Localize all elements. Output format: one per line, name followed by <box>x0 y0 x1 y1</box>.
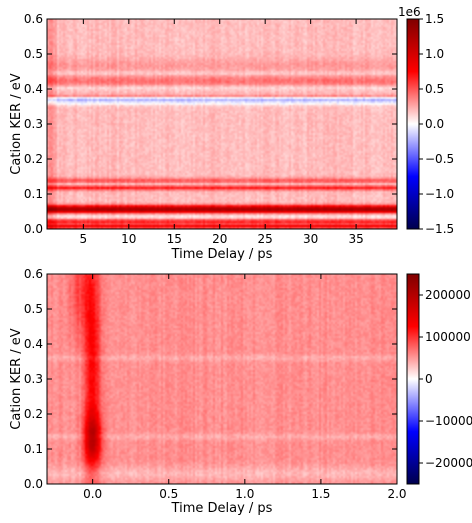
y-tick-label: 0.3 <box>24 372 43 386</box>
colorbar-tick-label: 0.5 <box>425 82 444 96</box>
y-axis-label-ps: Cation KER / eV <box>9 73 24 174</box>
y-tick-label: 0.5 <box>24 302 43 316</box>
colorbar-ps <box>406 18 420 230</box>
x-tick-label: 30 <box>303 232 318 246</box>
colorbar-tick-label: 1.5 <box>425 12 444 26</box>
x-tick-label: 15 <box>167 232 182 246</box>
x-axis-label-ps: Time Delay / ps <box>171 247 273 262</box>
heatmap-image-zoom <box>47 274 397 484</box>
y-tick-label: 0.2 <box>24 152 43 166</box>
y-tick-label: 0.4 <box>24 82 43 96</box>
heatmap-panel-zoom: 0.0 0.5 1.0 1.5 2.0 0.0 0.1 0.2 0.3 0.4 0.5 0.6 Ti… <box>9 267 472 516</box>
colorbar-zoom <box>406 273 420 485</box>
x-tick-label: 10 <box>121 232 136 246</box>
x-tick-label: 1.0 <box>235 487 254 501</box>
x-tick-label: 20 <box>212 232 227 246</box>
y-tick-label: 0.4 <box>24 337 43 351</box>
x-tick-label: 5 <box>80 232 88 246</box>
colorbar-tick-label: −100000 <box>425 414 472 428</box>
colorbar-tick-label: −1.0 <box>425 187 454 201</box>
x-axis-label-zoom: Time Delay / ps <box>171 501 273 516</box>
colorbar-offset-label-ps: 1e6 <box>398 5 421 19</box>
x-tick-label: 0.5 <box>159 487 178 501</box>
colorbar-tick-label: −0.5 <box>425 152 454 166</box>
colorbar-tick-label: 200000 <box>425 288 471 302</box>
colorbar-tick-label: 0 <box>425 372 433 386</box>
y-tick-label: 0.1 <box>24 187 43 201</box>
y-tick-label: 0.2 <box>24 407 43 421</box>
heatmap-panel-ps: 5 10 15 20 25 30 35 0.0 0.1 0.2 0.3 0.4 0.5 0.6 Time… <box>9 5 454 262</box>
x-tick-label: 2.0 <box>387 487 406 501</box>
colorbar-tick-label: 1.0 <box>425 47 444 61</box>
colorbar-tick-label: −200000 <box>425 456 472 470</box>
colorbar-tick-label: −1.5 <box>425 222 454 236</box>
x-tick-label: 35 <box>348 232 363 246</box>
y-tick-label: 0.6 <box>24 12 43 26</box>
y-axis-label-zoom: Cation KER / eV <box>9 328 24 429</box>
heatmap-image-ps <box>47 19 397 229</box>
y-tick-label: 0.6 <box>24 267 43 281</box>
colorbar-tick-label: 0.0 <box>425 117 444 131</box>
x-tick-label: 0.0 <box>83 487 102 501</box>
colorbar-tick-label: 100000 <box>425 330 471 344</box>
y-tick-label: 0.3 <box>24 117 43 131</box>
x-tick-label: 1.5 <box>311 487 330 501</box>
y-tick-label: 0.5 <box>24 47 43 61</box>
y-tick-label: 0.1 <box>24 442 43 456</box>
y-tick-label: 0.0 <box>24 222 43 236</box>
x-tick-label: 25 <box>258 232 273 246</box>
y-tick-label: 0.0 <box>24 477 43 491</box>
